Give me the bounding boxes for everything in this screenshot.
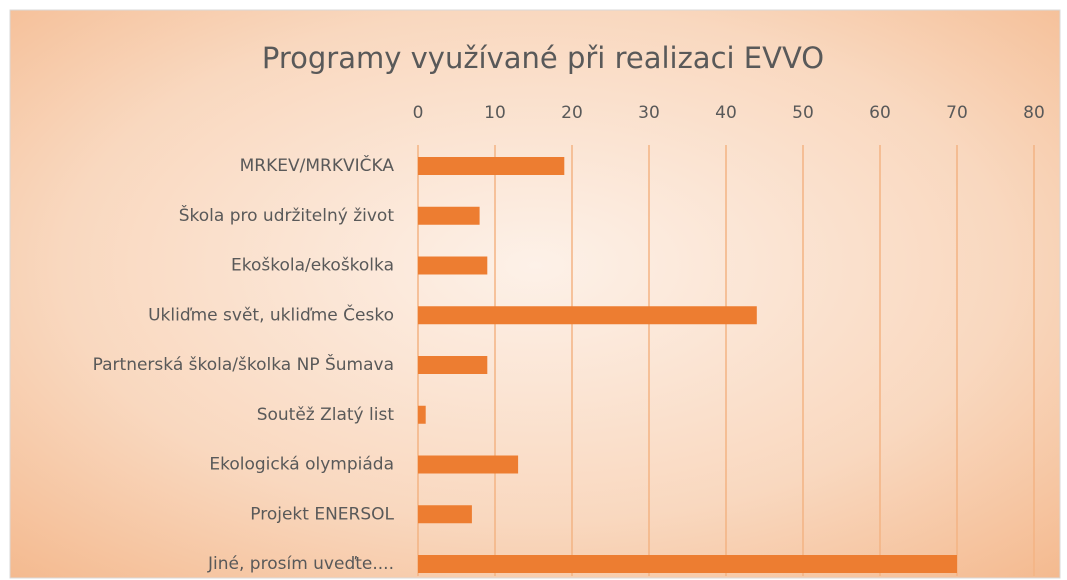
y-tick-label: Ukliďme svět, ukliďme Česko [148,303,394,325]
y-tick-label: Ekoškola/ekoškolka [231,256,394,276]
x-tick-label: 80 [1023,103,1045,123]
bar [418,157,565,175]
x-tick-label: 0 [413,103,424,123]
bar [418,256,488,275]
y-tick-label: Soutěž Zlatý list [257,405,395,425]
bar [418,405,426,424]
bar [418,306,757,325]
bar [418,206,480,225]
chart-title: Programy využívané při realizaci EVVO [262,41,824,75]
bar [418,356,488,374]
y-tick-label: MRKEV/MRKVIČKA [240,154,395,176]
y-tick-label: Partnerská škola/školka NP Šumava [93,353,394,375]
y-tick-label: Škola pro udržitelný život [179,204,395,226]
x-tick-label: 10 [484,103,506,123]
x-tick-label: 20 [561,103,583,123]
x-tick-label: 70 [946,103,968,123]
x-tick-label: 60 [869,103,891,123]
y-tick-label: Jiné, prosím uveďte.... [207,554,394,574]
bar [418,455,519,474]
y-tick-label: Ekologická olympiáda [209,455,394,475]
bar [418,555,957,573]
y-tick-label: Projekt ENERSOL [250,504,394,524]
chart-background [9,9,1061,579]
x-tick-label: 50 [792,103,814,123]
x-tick-label: 40 [715,103,737,123]
bar [418,505,472,524]
x-tick-label: 30 [638,103,660,123]
